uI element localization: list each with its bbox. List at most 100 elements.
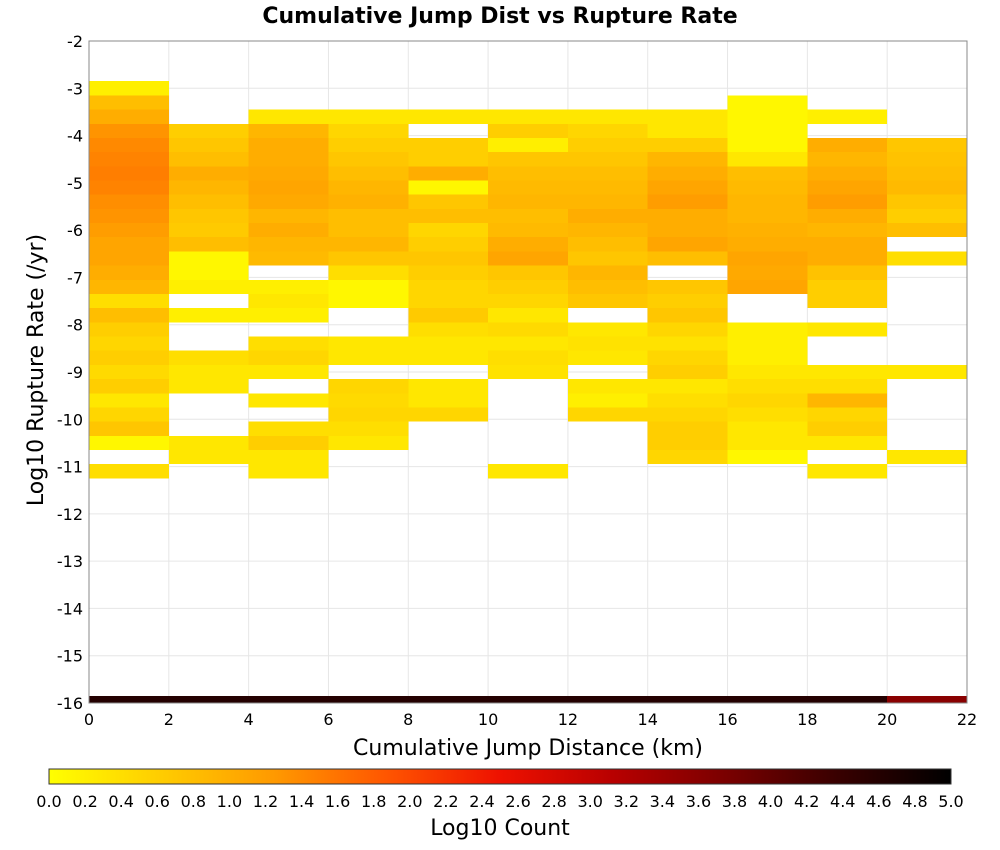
colorbar-tick-label: 2.2 bbox=[433, 792, 458, 811]
heatmap-cell bbox=[727, 180, 808, 195]
heatmap-cell bbox=[488, 137, 568, 153]
heatmap-cell bbox=[248, 435, 329, 451]
heatmap-cell bbox=[807, 695, 888, 703]
heatmap-cell bbox=[647, 364, 728, 380]
heatmap-cell bbox=[248, 450, 329, 465]
heatmap-cell bbox=[408, 322, 489, 337]
heatmap-cell bbox=[887, 695, 967, 703]
heatmap-cell bbox=[89, 109, 169, 124]
heatmap-cell bbox=[727, 336, 808, 351]
heatmap-cell bbox=[89, 364, 169, 380]
heatmap-cell bbox=[89, 152, 169, 167]
heatmap-cell bbox=[408, 695, 489, 703]
y-tick-label: -14 bbox=[57, 599, 83, 618]
heatmap-cell bbox=[887, 364, 967, 380]
colorbar-tick-label: 5.0 bbox=[938, 792, 963, 811]
x-tick-label: 12 bbox=[558, 710, 578, 729]
heatmap-cell bbox=[168, 450, 249, 465]
heatmap-cell bbox=[408, 336, 489, 351]
heatmap-cell bbox=[89, 137, 169, 153]
heatmap-cell bbox=[248, 251, 329, 266]
heatmap-cell bbox=[168, 435, 249, 451]
colorbar-tick-label: 1.8 bbox=[361, 792, 386, 811]
heatmap-cell bbox=[328, 137, 409, 153]
y-tick-label: -7 bbox=[67, 268, 83, 287]
heatmap-cell bbox=[488, 208, 568, 224]
plot-frame bbox=[88, 40, 968, 704]
heatmap-cell bbox=[328, 379, 409, 394]
heatmap-cell bbox=[328, 393, 409, 408]
heatmap-cell bbox=[328, 695, 409, 703]
heatmap-cell bbox=[488, 322, 568, 337]
heatmap-cell bbox=[168, 123, 249, 138]
heatmap-cell bbox=[488, 293, 568, 309]
heatmap-cell bbox=[567, 379, 648, 394]
heatmap-cell bbox=[248, 109, 329, 124]
heatmap-cell bbox=[647, 137, 728, 153]
heatmap-cell bbox=[807, 194, 888, 209]
heatmap-cell bbox=[647, 393, 728, 408]
heatmap-cell bbox=[408, 379, 489, 394]
heatmap-cell bbox=[567, 194, 648, 209]
x-tick-label: 8 bbox=[403, 710, 413, 729]
heatmap-cell bbox=[567, 109, 648, 124]
heatmap-cell bbox=[248, 208, 329, 224]
heatmap-cell bbox=[647, 293, 728, 309]
colorbar-tick-label: 4.6 bbox=[866, 792, 891, 811]
heatmap-cell bbox=[647, 350, 728, 365]
heatmap-cell bbox=[887, 194, 967, 209]
colorbar-tick-label: 1.4 bbox=[289, 792, 314, 811]
colorbar-tick-label: 2.0 bbox=[397, 792, 422, 811]
heatmap-cell bbox=[328, 152, 409, 167]
heatmap-cell bbox=[887, 208, 967, 224]
colorbar-tick-label: 1.6 bbox=[325, 792, 350, 811]
heatmap-cell bbox=[488, 237, 568, 252]
colorbar-ticks: 0.0 0.2 0.4 0.6 0.8 1.0 1.2 1.4 1.6 1.8 2.0 2.2 2.4 2… bbox=[36, 792, 963, 811]
heatmap-cell bbox=[887, 152, 967, 167]
heatmap-cell bbox=[248, 695, 329, 703]
colorbar-tick-label: 2.8 bbox=[541, 792, 566, 811]
y-tick-label: -5 bbox=[67, 174, 83, 193]
heatmap-cell bbox=[328, 407, 409, 422]
heatmap-cell bbox=[647, 308, 728, 323]
heatmap-cell bbox=[567, 208, 648, 224]
heatmap-cell bbox=[89, 95, 169, 110]
heatmap-cell bbox=[248, 152, 329, 167]
heatmap-cell bbox=[567, 393, 648, 408]
x-tick-label: 10 bbox=[478, 710, 498, 729]
heatmap-cell bbox=[727, 379, 808, 394]
x-tick-label: 2 bbox=[164, 710, 174, 729]
heatmap-cell bbox=[168, 137, 249, 153]
heatmap-cell bbox=[567, 695, 648, 703]
heatmap-cell bbox=[168, 308, 249, 323]
heatmap-cell bbox=[248, 308, 329, 323]
heatmap-cell bbox=[647, 109, 728, 124]
heatmap-cell bbox=[248, 350, 329, 365]
heatmap-cell bbox=[328, 435, 409, 451]
heatmap-cell bbox=[567, 137, 648, 153]
x-tick-label: 16 bbox=[717, 710, 737, 729]
heatmap-cell bbox=[328, 293, 409, 309]
heatmap-cell bbox=[807, 208, 888, 224]
heatmap-cell bbox=[248, 123, 329, 138]
heatmap-cell bbox=[647, 251, 728, 266]
heatmap-cell bbox=[168, 251, 249, 266]
colorbar-tick-label: 2.6 bbox=[505, 792, 530, 811]
heatmap-cell bbox=[168, 166, 249, 181]
heatmap-cell bbox=[488, 109, 568, 124]
heatmap-cell bbox=[567, 166, 648, 181]
heatmap-cell bbox=[248, 336, 329, 351]
heatmap-cell bbox=[488, 265, 568, 280]
colorbar-tick-label: 3.6 bbox=[686, 792, 711, 811]
heatmap-cell bbox=[727, 450, 808, 465]
heatmap-cell bbox=[727, 322, 808, 337]
heatmap-cell bbox=[408, 180, 489, 195]
y-tick-label: -9 bbox=[67, 363, 83, 382]
heatmap-cell bbox=[567, 123, 648, 138]
heatmap-cell bbox=[727, 109, 808, 124]
heatmap-cell bbox=[647, 237, 728, 252]
heatmap-cell bbox=[89, 435, 169, 451]
heatmap-cell bbox=[727, 137, 808, 153]
heatmap-cell bbox=[89, 695, 169, 703]
heatmap-cell bbox=[248, 166, 329, 181]
